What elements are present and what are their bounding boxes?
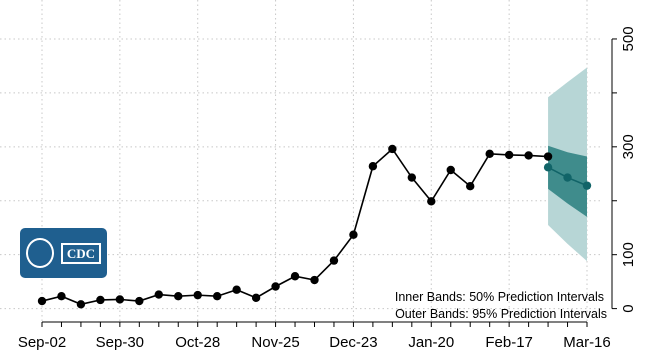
y-tick-label: 100 [620, 242, 637, 267]
observed-point [485, 149, 494, 159]
x-tick-label: Dec-23 [329, 334, 377, 351]
annotation-inner: Inner Bands: 50% Prediction Intervals [395, 290, 604, 304]
y-tick-label: 500 [620, 26, 637, 51]
observed-point [37, 296, 47, 306]
x-tick-label: Mar-16 [563, 334, 611, 351]
annotation-outer: Outer Bands: 95% Prediction Intervals [395, 307, 607, 321]
observed-point [407, 173, 417, 182]
axes: Sep-02 Sep-30 Oct-28 Nov-25 Dec-23 Jan-20 Feb-… [18, 26, 637, 351]
series-points [37, 144, 592, 309]
observed-point [329, 256, 339, 265]
y-tick-label: 0 [620, 304, 637, 312]
observed-point [466, 181, 475, 191]
observed-point [135, 296, 144, 306]
x-tick-label: Nov-25 [251, 334, 299, 351]
observed-point [232, 285, 241, 294]
x-tick-label: Sep-02 [18, 334, 66, 351]
observed-point [543, 152, 553, 161]
x-tick-label: Feb-17 [485, 334, 533, 351]
observed-point [388, 144, 397, 154]
prediction-bands [548, 67, 587, 262]
x-tick-label: Jan-20 [408, 334, 454, 351]
observed-point [174, 292, 183, 301]
y-tick-label: 300 [620, 134, 637, 159]
observed-point [524, 151, 533, 160]
observed-line [41, 147, 549, 306]
forecast-point [543, 163, 553, 172]
observed-point [115, 295, 125, 304]
observed-point [504, 150, 514, 160]
observed-point [96, 295, 105, 305]
observed-point [76, 300, 86, 309]
observed-point [427, 197, 436, 206]
observed-point [290, 272, 300, 281]
observed-point [193, 290, 202, 300]
observed-point [154, 290, 163, 299]
observed-point [446, 165, 455, 175]
observed-point [212, 292, 222, 301]
observed-point [349, 230, 358, 239]
x-tick-label: Sep-30 [96, 334, 144, 351]
observed-point [271, 282, 280, 291]
observed-point [368, 162, 378, 171]
forecast-point [563, 173, 572, 182]
observed-point [310, 275, 319, 285]
cdc-logo: CDC [20, 228, 107, 278]
cdc-logo-text: CDC [60, 242, 101, 264]
observed-point [251, 293, 261, 303]
observed-point [57, 292, 66, 301]
hhs-seal-icon [26, 238, 54, 268]
x-tick-label: Oct-28 [175, 334, 220, 351]
forecast-point [582, 181, 592, 190]
